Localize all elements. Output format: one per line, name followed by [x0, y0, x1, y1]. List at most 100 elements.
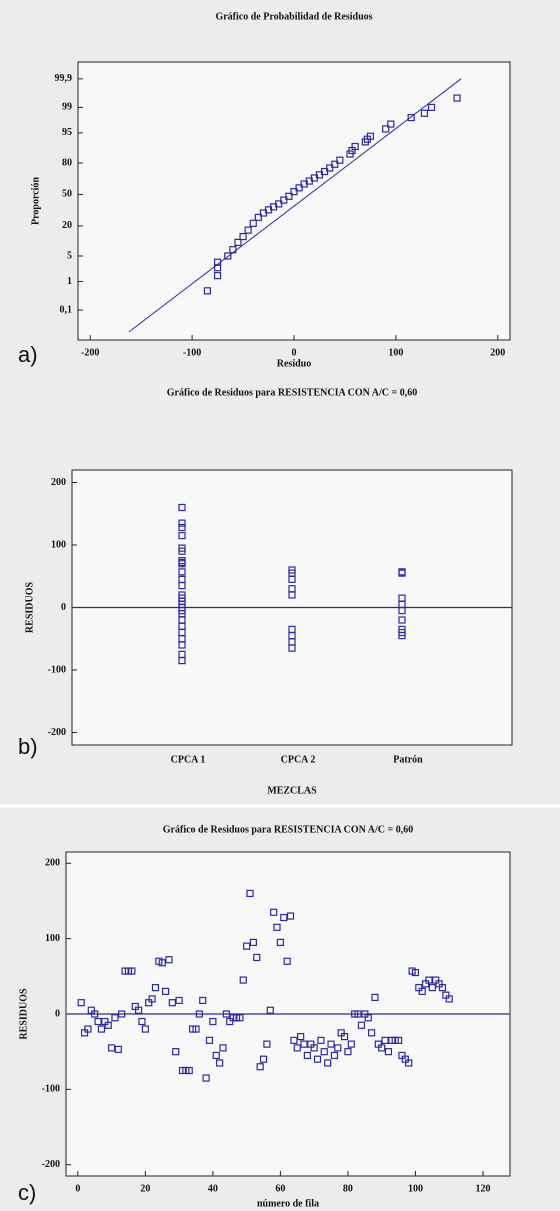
marker [165, 956, 173, 964]
marker [394, 1036, 403, 1044]
x-tick-label: 120 [475, 1183, 490, 1194]
marker [347, 1040, 355, 1048]
y-tick-label: -200 [42, 1159, 60, 1170]
marker [286, 912, 295, 920]
x-tick-label: -200 [81, 347, 99, 358]
marker [270, 908, 278, 916]
marker [382, 125, 390, 133]
marker [411, 968, 420, 977]
x-tick-label: Patrón [393, 754, 423, 765]
marker [239, 232, 247, 241]
marker [178, 523, 186, 532]
marker [77, 999, 85, 1007]
y-tick-label: 100 [45, 933, 60, 944]
marker [354, 1010, 362, 1018]
y-axis-label: Proporción [30, 177, 41, 225]
marker [428, 984, 436, 992]
marker [445, 995, 453, 1003]
marker [320, 1048, 328, 1056]
marker [246, 889, 254, 898]
marker [288, 644, 296, 652]
chart-title: Gráfico de Probabilidad de Residuos [215, 11, 372, 22]
y-tick-label: 50 [62, 189, 72, 200]
x-tick-label: 200 [490, 347, 505, 358]
marker [324, 1059, 332, 1067]
marker [418, 987, 426, 995]
x-tick-label: 100 [388, 347, 403, 358]
marker [387, 120, 395, 128]
marker [216, 1059, 224, 1067]
marker [438, 984, 447, 992]
panel-label: c) [18, 1180, 36, 1205]
marker [330, 1051, 339, 1060]
x-axis-label: número de fila [257, 1198, 319, 1209]
marker [178, 641, 186, 649]
y-tick-label: 200 [51, 477, 66, 488]
x-tick-label: 0 [75, 1183, 80, 1194]
marker [239, 976, 247, 984]
marker [178, 503, 186, 512]
marker [253, 953, 261, 962]
marker [303, 1051, 312, 1060]
x-tick-label: CPCA 2 [281, 754, 316, 765]
y-tick-label: 5 [67, 250, 72, 261]
marker [185, 1066, 193, 1075]
chart-title: Gráfico de Residuos para RESISTENCIA CON… [163, 824, 413, 835]
panel-label: a) [18, 342, 38, 367]
marker [104, 1021, 112, 1029]
x-tick-label: 0 [292, 347, 297, 358]
marker [224, 252, 232, 260]
marker [162, 987, 170, 995]
marker [213, 258, 222, 266]
marker [178, 532, 186, 540]
marker [420, 109, 429, 117]
y-tick-label: 200 [45, 858, 60, 869]
marker [243, 942, 251, 950]
chart-title: Gráfico de Residuos para RESISTENCIA CON… [167, 387, 417, 398]
marker [310, 1044, 318, 1052]
marker [195, 1010, 203, 1018]
fit-line [128, 78, 462, 333]
marker [285, 192, 293, 200]
marker [134, 1006, 143, 1014]
marker [280, 196, 288, 204]
y-tick-label: -200 [48, 727, 66, 738]
marker [168, 999, 176, 1007]
marker [273, 923, 281, 931]
marker [203, 287, 211, 295]
marker [213, 272, 222, 280]
marker [236, 1014, 244, 1022]
marker [288, 575, 296, 583]
marker [384, 1048, 393, 1056]
marker [234, 238, 242, 246]
marker [178, 568, 186, 576]
x-axis-label: Residuo [277, 358, 311, 369]
marker [266, 1006, 274, 1014]
marker [340, 1033, 349, 1041]
marker [138, 1017, 146, 1026]
plot-area [77, 61, 511, 341]
marker [398, 616, 406, 624]
marker [288, 591, 296, 599]
marker [366, 132, 375, 140]
marker [283, 957, 291, 965]
marker [111, 1014, 119, 1022]
y-tick-label: 95 [62, 127, 72, 138]
y-tick-label: 99,9 [55, 73, 73, 84]
marker [118, 1010, 126, 1018]
y-axis-label: RESIDUOS [18, 988, 29, 1040]
marker [371, 993, 379, 1002]
y-tick-label: 80 [62, 157, 72, 168]
marker [398, 607, 406, 615]
marker [244, 226, 252, 234]
marker [351, 142, 359, 151]
marker [336, 156, 344, 164]
marker [97, 1025, 106, 1033]
marker [364, 1014, 372, 1022]
marker [222, 1010, 230, 1018]
marker [300, 1040, 308, 1048]
marker [381, 1036, 389, 1044]
marker [276, 938, 285, 947]
marker [425, 976, 433, 984]
